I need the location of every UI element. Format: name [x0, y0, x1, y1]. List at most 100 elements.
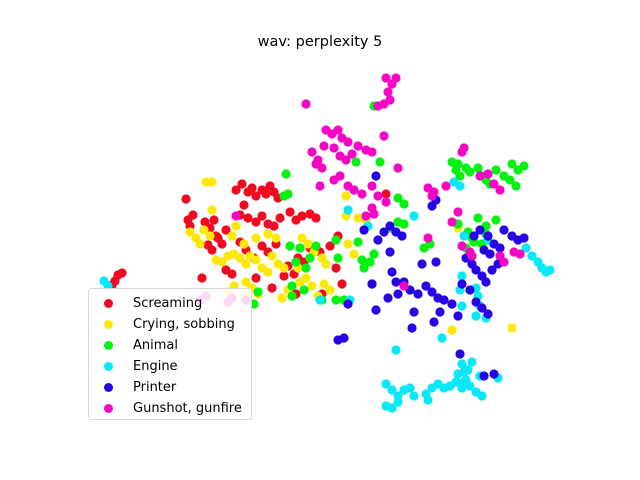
- point-gunshot-gunfire: [457, 241, 467, 251]
- point-printer: [485, 249, 495, 259]
- point-animal: [511, 181, 521, 191]
- legend-item: Printer: [97, 377, 176, 397]
- point-gunshot-gunfire: [301, 99, 311, 109]
- point-crying-sobbing: [205, 231, 215, 241]
- point-engine: [381, 379, 391, 389]
- point-gunshot-gunfire: [367, 147, 377, 157]
- point-animal: [287, 281, 297, 291]
- point-printer: [499, 225, 509, 235]
- point-screaming: [269, 221, 279, 231]
- point-printer: [371, 305, 381, 315]
- point-screaming: [221, 225, 231, 235]
- point-animal: [287, 291, 297, 301]
- point-printer: [407, 323, 417, 333]
- point-gunshot-gunfire: [399, 281, 409, 291]
- point-gunshot-gunfire: [333, 125, 343, 135]
- point-gunshot-gunfire: [459, 143, 469, 153]
- point-screaming: [117, 268, 127, 278]
- point-printer: [481, 277, 491, 287]
- point-crying-sobbing: [207, 177, 217, 187]
- point-screaming: [325, 241, 335, 251]
- point-animal: [311, 241, 321, 251]
- point-printer: [471, 297, 481, 307]
- point-screaming: [243, 213, 253, 223]
- point-engine: [423, 395, 433, 405]
- point-printer: [421, 281, 431, 291]
- point-crying-sobbing: [185, 227, 195, 237]
- point-gunshot-gunfire: [427, 191, 437, 201]
- point-printer: [339, 333, 349, 343]
- point-engine: [451, 377, 461, 387]
- point-screaming: [231, 185, 241, 195]
- point-screaming: [197, 273, 207, 283]
- point-printer: [409, 307, 419, 317]
- legend-item: Animal: [97, 335, 178, 355]
- point-gunshot-gunfire: [367, 181, 377, 191]
- point-animal: [365, 257, 375, 267]
- point-crying-sobbing: [251, 233, 261, 243]
- point-crying-sobbing: [297, 233, 307, 243]
- point-screaming: [257, 241, 267, 251]
- point-crying-sobbing: [207, 205, 217, 215]
- point-printer: [479, 371, 489, 381]
- series-gunshot-gunfire: [195, 73, 525, 307]
- point-printer: [475, 225, 485, 235]
- point-printer: [373, 235, 383, 245]
- point-engine: [387, 403, 397, 413]
- point-gunshot-gunfire: [373, 101, 383, 111]
- point-gunshot-gunfire: [373, 191, 383, 201]
- point-gunshot-gunfire: [361, 211, 371, 221]
- point-animal: [473, 213, 483, 223]
- point-animal: [505, 175, 515, 185]
- point-crying-sobbing: [343, 239, 353, 249]
- point-animal: [351, 157, 361, 167]
- point-crying-sobbing: [199, 225, 209, 235]
- point-printer: [391, 277, 401, 287]
- point-engine: [527, 251, 537, 261]
- point-animal: [285, 241, 295, 251]
- point-animal: [399, 199, 409, 209]
- point-animal: [281, 169, 291, 179]
- point-animal: [301, 263, 311, 273]
- point-gunshot-gunfire: [495, 185, 505, 195]
- point-gunshot-gunfire: [515, 249, 525, 259]
- point-crying-sobbing: [231, 221, 241, 231]
- point-crying-sobbing: [241, 259, 251, 269]
- point-animal: [465, 167, 475, 177]
- point-engine: [405, 383, 415, 393]
- point-crying-sobbing: [241, 277, 251, 287]
- point-printer: [455, 349, 465, 359]
- point-gunshot-gunfire: [483, 169, 493, 179]
- point-animal: [375, 157, 385, 167]
- point-printer: [367, 279, 377, 289]
- point-screaming: [381, 189, 391, 199]
- point-crying-sobbing: [195, 239, 205, 249]
- point-printer: [379, 227, 389, 237]
- point-crying-sobbing: [319, 279, 329, 289]
- point-screaming: [257, 211, 267, 221]
- point-crying-sobbing: [267, 251, 277, 261]
- legend-label: Printer: [133, 379, 177, 395]
- point-printer: [471, 265, 481, 275]
- series-printer: [333, 171, 529, 381]
- legend-item: Engine: [97, 356, 178, 376]
- point-gunshot-gunfire: [329, 143, 339, 153]
- point-screaming: [311, 213, 321, 223]
- point-printer: [439, 295, 449, 305]
- point-crying-sobbing: [251, 255, 261, 265]
- point-gunshot-gunfire: [319, 141, 329, 151]
- point-printer: [343, 299, 353, 309]
- point-gunshot-gunfire: [315, 181, 325, 191]
- point-printer: [393, 289, 403, 299]
- legend: Screaming Crying, sobbing Animal Engine …: [88, 288, 252, 420]
- point-screaming: [247, 183, 257, 193]
- point-animal: [491, 165, 501, 175]
- point-engine: [459, 231, 469, 241]
- point-printer: [429, 317, 439, 327]
- point-crying-sobbing: [279, 263, 289, 273]
- point-printer: [397, 231, 407, 241]
- point-engine: [455, 181, 465, 191]
- point-engine: [409, 211, 419, 221]
- point-crying-sobbing: [353, 213, 363, 223]
- point-printer: [447, 299, 457, 309]
